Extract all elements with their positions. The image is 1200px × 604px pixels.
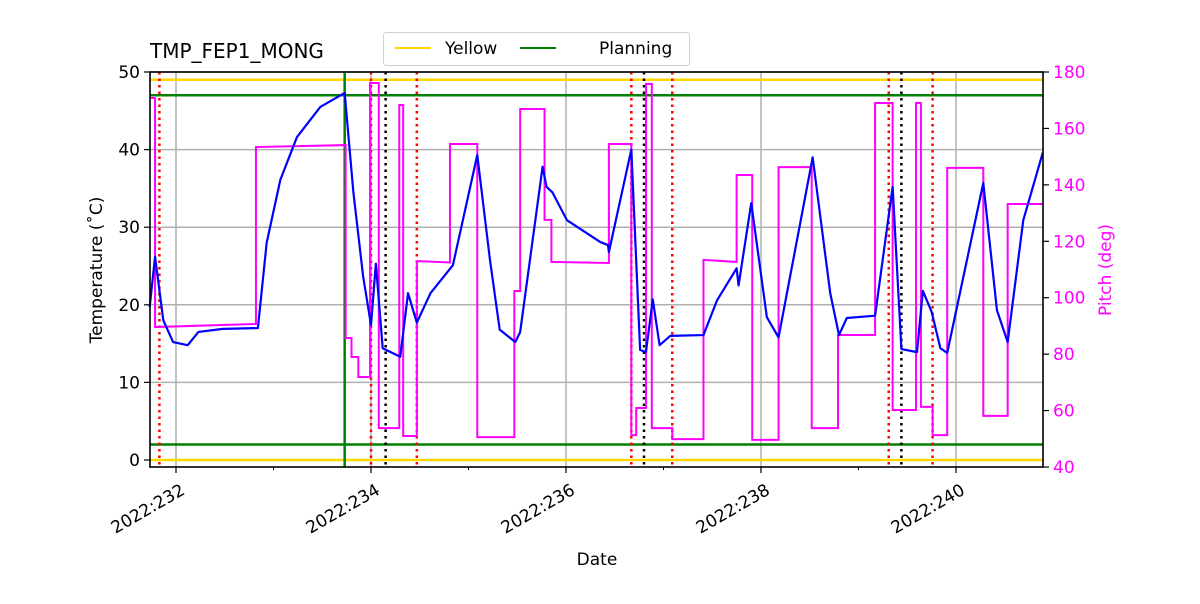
y2-tick-label: 180 — [1053, 63, 1085, 83]
y-tick-label: 0 — [129, 451, 140, 471]
y2-tick-label: 100 — [1053, 289, 1085, 309]
y2-tick-label: 80 — [1053, 345, 1075, 365]
x-tick-label: 2022:232 — [108, 480, 189, 538]
y-tick-label: 40 — [118, 141, 140, 161]
x-tick-label: 2022:238 — [693, 480, 774, 538]
y2-tick-label: 160 — [1053, 119, 1085, 139]
y-tick-label: 20 — [118, 296, 140, 316]
y2-tick-label: 140 — [1053, 176, 1085, 196]
y-axis-label: Temperature (˚C) — [86, 197, 107, 345]
legend-label-yellow: Yellow — [444, 39, 497, 59]
y2-tick-label: 40 — [1053, 458, 1075, 478]
y2-axis-label: Pitch (deg) — [1096, 224, 1116, 316]
x-tick-label: 2022:236 — [498, 480, 579, 538]
x-tick-label: 2022:234 — [303, 480, 384, 538]
y2-tick-label: 60 — [1053, 402, 1075, 422]
legend-label-planning: Planning — [599, 39, 672, 59]
x-tick-label: 2022:240 — [888, 480, 969, 538]
pitch-line — [149, 82, 1043, 441]
chart-title: TMP_FEP1_MONG — [149, 39, 324, 63]
y2-tick-label: 120 — [1053, 232, 1085, 252]
y-tick-label: 50 — [118, 63, 140, 83]
y-tick-label: 30 — [118, 218, 140, 238]
x-axis-label: Date — [577, 550, 618, 570]
legend: Yellow Planning — [383, 32, 690, 66]
plot-frame — [149, 71, 1044, 468]
y-tick-label: 10 — [118, 373, 140, 393]
temperature-line — [148, 91, 1044, 358]
